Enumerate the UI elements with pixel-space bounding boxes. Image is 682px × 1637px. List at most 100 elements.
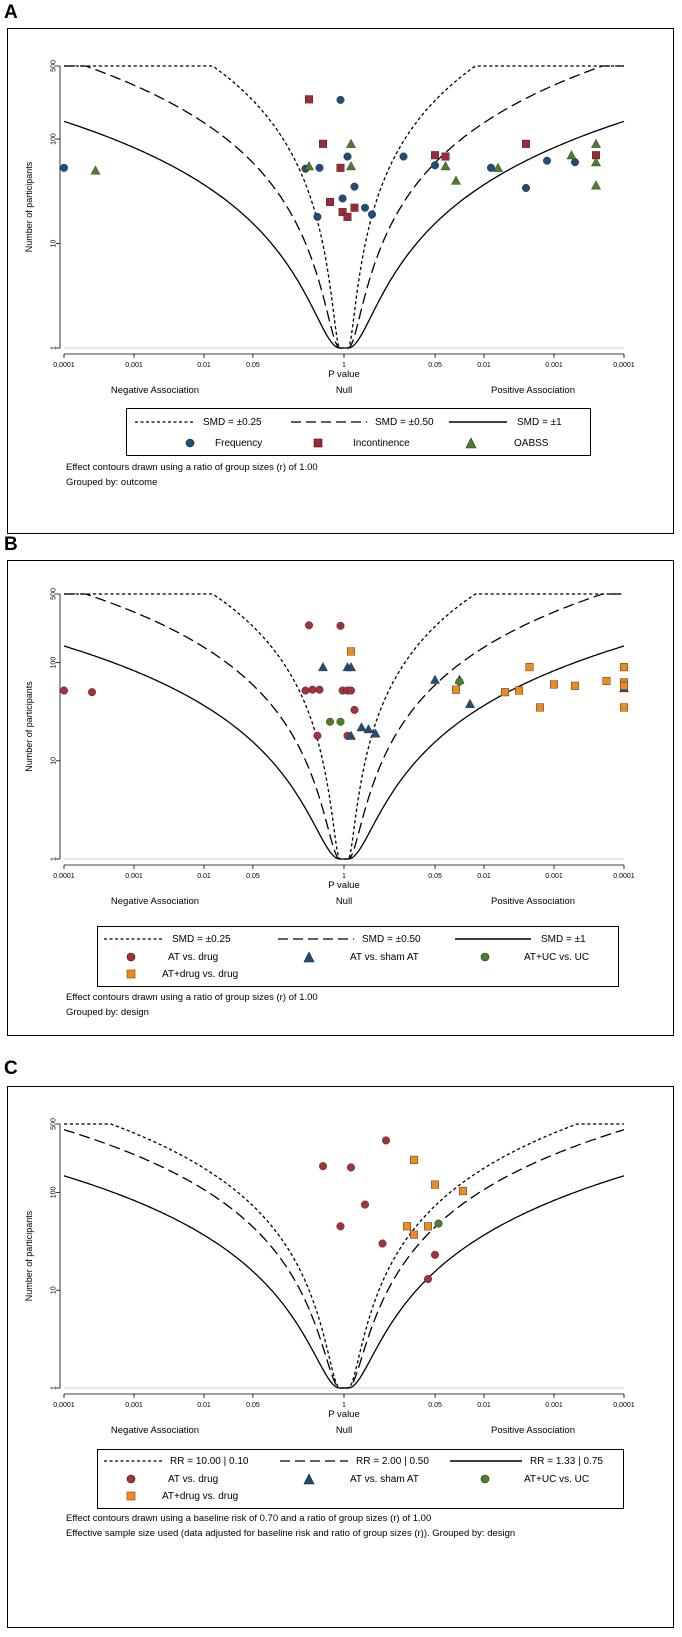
y-tick-label: 100 bbox=[51, 133, 58, 145]
contour-line bbox=[63, 1129, 625, 1389]
legend-at-sham-label: AT vs. sham AT bbox=[350, 951, 419, 963]
x-axis-label: P value bbox=[328, 369, 360, 380]
legend-atdrug-drug-label: AT+drug vs. drug bbox=[162, 1490, 239, 1502]
x-tick-label: 0.05 bbox=[246, 1402, 260, 1409]
legend-frequency-label: Frequency bbox=[215, 437, 263, 449]
at-uc-marker-icon bbox=[480, 1474, 490, 1484]
panel-a-chart: 1 10 100 500 Number of participants 0.0001 0.0… bbox=[24, 60, 635, 396]
legend-at-drug-label: AT vs. drug bbox=[168, 1473, 219, 1485]
at-drug-vs-drug-point bbox=[571, 681, 580, 690]
at-uc-vs-uc-point bbox=[434, 1219, 443, 1228]
x-tick-label: 0.001 bbox=[125, 362, 143, 369]
at-drug-vs-drug-point bbox=[536, 703, 545, 712]
at-vs-drug-point bbox=[319, 1162, 328, 1171]
x-tick-label: 0.05 bbox=[428, 873, 442, 880]
oabss-point bbox=[591, 157, 601, 167]
panel-a-note-2: Grouped by: outcome bbox=[66, 477, 158, 488]
at-vs-drug-point bbox=[336, 621, 345, 630]
at-drug-marker-icon bbox=[126, 1474, 136, 1484]
y-tick-label: 500 bbox=[51, 60, 58, 72]
panel-c-letter: C bbox=[4, 1058, 18, 1079]
contour-line bbox=[64, 65, 624, 349]
at-sham-marker-icon bbox=[303, 1473, 315, 1485]
frequency-point bbox=[350, 182, 359, 191]
legend-atdrug-drug: AT+drug vs. drug bbox=[124, 966, 238, 982]
x-tick-label: 0.05 bbox=[246, 362, 260, 369]
legend-contour-2: SMD = ±0.50 bbox=[289, 414, 434, 430]
y-axis-label: Number of participants bbox=[24, 1210, 34, 1301]
panel-a-legend: SMD = ±0.25 SMD = ±0.50 SMD = ±1 Frequen… bbox=[126, 408, 591, 456]
frequency-point bbox=[313, 212, 322, 221]
at-vs-drug-point bbox=[361, 1200, 370, 1209]
x-tick-label: 0.001 bbox=[125, 873, 143, 880]
at-vs-drug-point bbox=[347, 1163, 356, 1172]
x-tick-label: 0.05 bbox=[428, 362, 442, 369]
incontinence-point bbox=[441, 152, 450, 161]
legend-at-sham: AT vs. sham AT bbox=[302, 1471, 419, 1487]
region-label: Null bbox=[336, 896, 352, 907]
legend-contour-3: SMD = ±1 bbox=[447, 414, 562, 430]
x-tick-label: 0.001 bbox=[545, 362, 563, 369]
legend-contour-2: RR = 2.00 | 0.50 bbox=[278, 1453, 429, 1469]
frequency-point bbox=[522, 183, 531, 192]
x-tick-label: 0.0001 bbox=[53, 362, 75, 369]
contour-line bbox=[63, 120, 625, 349]
at-drug-vs-drug-point bbox=[410, 1230, 419, 1239]
oabss-point bbox=[440, 161, 451, 171]
frequency-point bbox=[543, 156, 552, 165]
oabss-point bbox=[451, 175, 461, 185]
at-vs-sham-at-point bbox=[318, 662, 328, 672]
legend-contour-1-label: SMD = ±0.25 bbox=[203, 416, 262, 428]
oabss-marker-icon bbox=[465, 437, 477, 449]
legend-contour-3: SMD = ±1 bbox=[453, 931, 586, 947]
frequency-point bbox=[60, 163, 69, 172]
legend-contour-3: RR = 1.33 | 0.75 bbox=[448, 1453, 603, 1469]
panel-c-note-1: Effect contours drawn using a baseline r… bbox=[66, 1513, 432, 1524]
panel-c-legend: RR = 10.00 | 0.10 RR = 2.00 | 0.50 RR = … bbox=[97, 1449, 624, 1509]
legend-contour-3-label: RR = 1.33 | 0.75 bbox=[530, 1455, 603, 1467]
at-vs-drug-point bbox=[313, 731, 322, 740]
legend-oabss-label: OABSS bbox=[514, 437, 549, 449]
y-tick-label: 10 bbox=[51, 1286, 58, 1294]
at-drug-vs-drug-point bbox=[403, 1222, 412, 1231]
at-drug-marker-icon bbox=[126, 952, 136, 962]
at-uc-vs-uc-point bbox=[336, 717, 345, 726]
x-tick-label: 1 bbox=[342, 1402, 346, 1409]
at-drug-vs-drug-point bbox=[620, 681, 629, 690]
legend-contour-2-label: SMD = ±0.50 bbox=[362, 933, 421, 945]
oabss-point bbox=[566, 150, 577, 160]
panel-c-frame bbox=[7, 1086, 674, 1628]
at-vs-drug-point bbox=[431, 1250, 440, 1259]
region-label: Null bbox=[336, 385, 352, 396]
frequency-point bbox=[487, 163, 496, 172]
at-vs-drug-point bbox=[305, 621, 314, 630]
oabss-point bbox=[346, 161, 356, 171]
legend-at-drug-label: AT vs. drug bbox=[168, 951, 219, 963]
at-drug-vs-drug-point bbox=[515, 686, 524, 695]
legend-contour-1: SMD = ±0.25 bbox=[102, 931, 231, 947]
legend-at-sham: AT vs. sham AT bbox=[302, 949, 419, 965]
oabss-point bbox=[591, 138, 601, 148]
at-vs-sham-at-point bbox=[346, 662, 356, 672]
contour-line bbox=[64, 65, 624, 349]
legend-at-uc: AT+UC vs. UC bbox=[478, 949, 589, 965]
x-tick-label: 0.01 bbox=[197, 1402, 211, 1409]
x-tick-label: 0.001 bbox=[545, 1402, 563, 1409]
y-tick-label: 500 bbox=[51, 1118, 58, 1130]
contour-line bbox=[63, 1175, 625, 1389]
legend-at-drug: AT vs. drug bbox=[124, 1471, 218, 1487]
x-axis-label: P value bbox=[328, 1409, 360, 1420]
legend-at-sham-label: AT vs. sham AT bbox=[350, 1473, 419, 1485]
legend-at-uc-label: AT+UC vs. UC bbox=[524, 951, 590, 963]
at-drug-vs-drug-point bbox=[501, 688, 510, 697]
x-tick-label: 0.01 bbox=[477, 362, 491, 369]
legend-atdrug-drug-label: AT+drug vs. drug bbox=[162, 968, 239, 980]
x-tick-label: 0.01 bbox=[197, 873, 211, 880]
incontinence-point bbox=[338, 208, 347, 217]
legend-contour-2-label: SMD = ±0.50 bbox=[375, 416, 434, 428]
legend-contour-2-label: RR = 2.00 | 0.50 bbox=[356, 1455, 429, 1467]
frequency-point bbox=[368, 210, 377, 219]
frequency-point bbox=[338, 194, 347, 203]
at-vs-sham-at-point bbox=[430, 674, 440, 684]
at-vs-sham-at-point bbox=[346, 730, 356, 740]
